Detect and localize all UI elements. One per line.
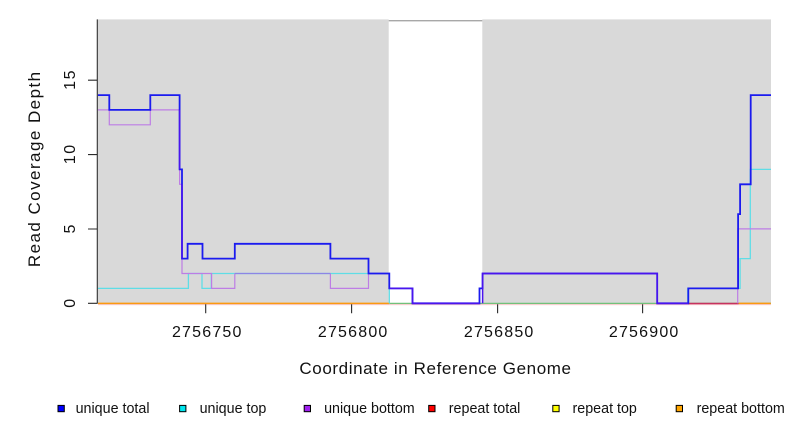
svg-text:15: 15 xyxy=(62,69,79,90)
svg-text:2756900: 2756900 xyxy=(609,324,680,341)
svg-text:2756800: 2756800 xyxy=(318,324,389,341)
svg-text:0: 0 xyxy=(62,297,79,308)
svg-text:Coordinate in Reference Genome: Coordinate in Reference Genome xyxy=(299,359,571,378)
svg-text:unique bottom: unique bottom xyxy=(324,401,415,417)
svg-text:5: 5 xyxy=(62,223,79,234)
svg-text:2756850: 2756850 xyxy=(464,324,535,341)
svg-text:repeat total: repeat total xyxy=(449,401,521,417)
svg-text:repeat top: repeat top xyxy=(573,401,637,417)
svg-text:unique total: unique total xyxy=(76,401,150,417)
svg-text:Read Coverage Depth: Read Coverage Depth xyxy=(25,70,44,267)
svg-text:10: 10 xyxy=(62,143,79,164)
svg-text:2756750: 2756750 xyxy=(172,324,243,341)
svg-text:unique top: unique top xyxy=(200,401,267,417)
svg-text:repeat bottom: repeat bottom xyxy=(697,401,785,417)
